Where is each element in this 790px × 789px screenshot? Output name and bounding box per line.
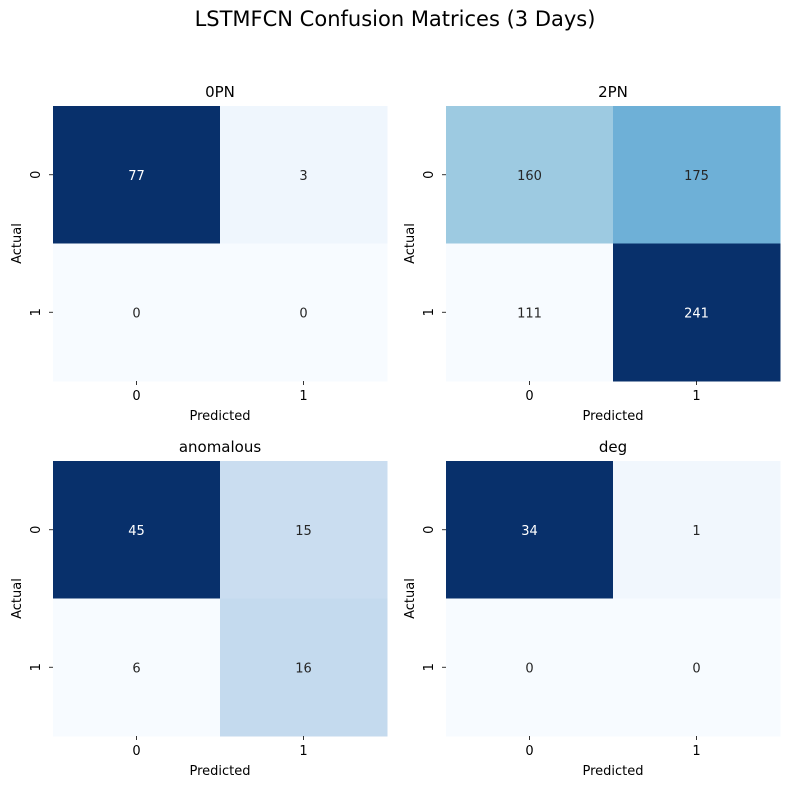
x-tick-label: 0 bbox=[525, 744, 533, 759]
x-axis-label: Predicted bbox=[582, 409, 643, 424]
cell-r0-c0 bbox=[446, 106, 614, 244]
cell-r0-c1 bbox=[220, 461, 388, 599]
cell-value-r0-c1: 3 bbox=[299, 169, 307, 184]
cell-r0-c1 bbox=[613, 461, 781, 599]
cell-value-r1-c0: 6 bbox=[132, 661, 140, 676]
y-axis-label: Actual bbox=[403, 578, 418, 619]
y-tick-label: 0 bbox=[29, 526, 44, 534]
y-tick-label: 0 bbox=[29, 171, 44, 179]
cell-value-r1-c1: 0 bbox=[692, 661, 700, 676]
cell-r0-c0 bbox=[446, 461, 614, 599]
y-tick-label: 1 bbox=[29, 308, 44, 316]
cell-value-r0-c1: 1 bbox=[692, 524, 700, 539]
cell-r1-c0 bbox=[53, 243, 221, 382]
x-tick-label: 0 bbox=[132, 744, 140, 759]
cell-value-r0-c0: 160 bbox=[517, 169, 542, 184]
cell-r1-c0 bbox=[53, 598, 221, 737]
cell-value-r0-c1: 15 bbox=[295, 524, 312, 539]
cell-value-r1-c0: 0 bbox=[525, 661, 533, 676]
cell-r1-c0 bbox=[446, 598, 614, 737]
x-axis-label: Predicted bbox=[189, 764, 250, 779]
x-tick-label: 0 bbox=[525, 389, 533, 404]
cell-r1-c0 bbox=[446, 243, 614, 382]
cell-value-r1-c1: 241 bbox=[684, 306, 709, 321]
y-tick-label: 1 bbox=[29, 663, 44, 671]
panel-title: anomalous bbox=[179, 438, 262, 456]
y-tick-label: 0 bbox=[422, 171, 437, 179]
x-tick-label: 0 bbox=[132, 389, 140, 404]
cell-value-r0-c0: 77 bbox=[128, 169, 145, 184]
y-tick-label: 1 bbox=[422, 308, 437, 316]
x-tick-label: 1 bbox=[692, 744, 700, 759]
cell-value-r1-c1: 16 bbox=[295, 661, 312, 676]
panel-title: deg bbox=[599, 438, 627, 456]
x-axis-label: Predicted bbox=[582, 764, 643, 779]
cell-r0-c1 bbox=[613, 106, 781, 244]
cell-value-r0-c0: 45 bbox=[128, 524, 145, 539]
panel-2PN: 160 175 111 241 2PN 0 1 0 1 Predicted Actual bbox=[403, 83, 781, 424]
cell-r1-c1 bbox=[220, 598, 388, 737]
cell-r0-c1 bbox=[220, 106, 388, 244]
panel-title: 2PN bbox=[598, 83, 628, 101]
panel-anomalous: 45 15 6 16 anomalous 0 1 0 1 Predicted Actual bbox=[10, 438, 388, 779]
panel-0PN: 77 3 0 0 0PN 0 1 0 1 Predicted Actual bbox=[10, 83, 388, 424]
y-tick-label: 1 bbox=[422, 663, 437, 671]
cell-value-r0-c1: 175 bbox=[684, 169, 709, 184]
x-tick-label: 1 bbox=[299, 744, 307, 759]
y-tick-label: 0 bbox=[422, 526, 437, 534]
cell-value-r1-c0: 0 bbox=[132, 306, 140, 321]
cell-r0-c0 bbox=[53, 461, 221, 599]
cell-r1-c1 bbox=[220, 243, 388, 382]
cell-r1-c1 bbox=[613, 243, 781, 382]
x-tick-label: 1 bbox=[299, 389, 307, 404]
cell-r1-c1 bbox=[613, 598, 781, 737]
cell-value-r1-c1: 0 bbox=[299, 306, 307, 321]
cell-r0-c0 bbox=[53, 106, 221, 244]
panel-title: 0PN bbox=[205, 83, 235, 101]
cell-value-r1-c0: 111 bbox=[517, 306, 542, 321]
y-axis-label: Actual bbox=[10, 578, 25, 619]
cell-value-r0-c0: 34 bbox=[521, 524, 538, 539]
x-axis-label: Predicted bbox=[189, 409, 250, 424]
figure-title: LSTMFCN Confusion Matrices (3 Days) bbox=[195, 7, 596, 31]
y-axis-label: Actual bbox=[10, 223, 25, 264]
x-tick-label: 1 bbox=[692, 389, 700, 404]
y-axis-label: Actual bbox=[403, 223, 418, 264]
panel-deg: 34 1 0 0 deg 0 1 0 1 Predicted Actual bbox=[403, 438, 781, 779]
